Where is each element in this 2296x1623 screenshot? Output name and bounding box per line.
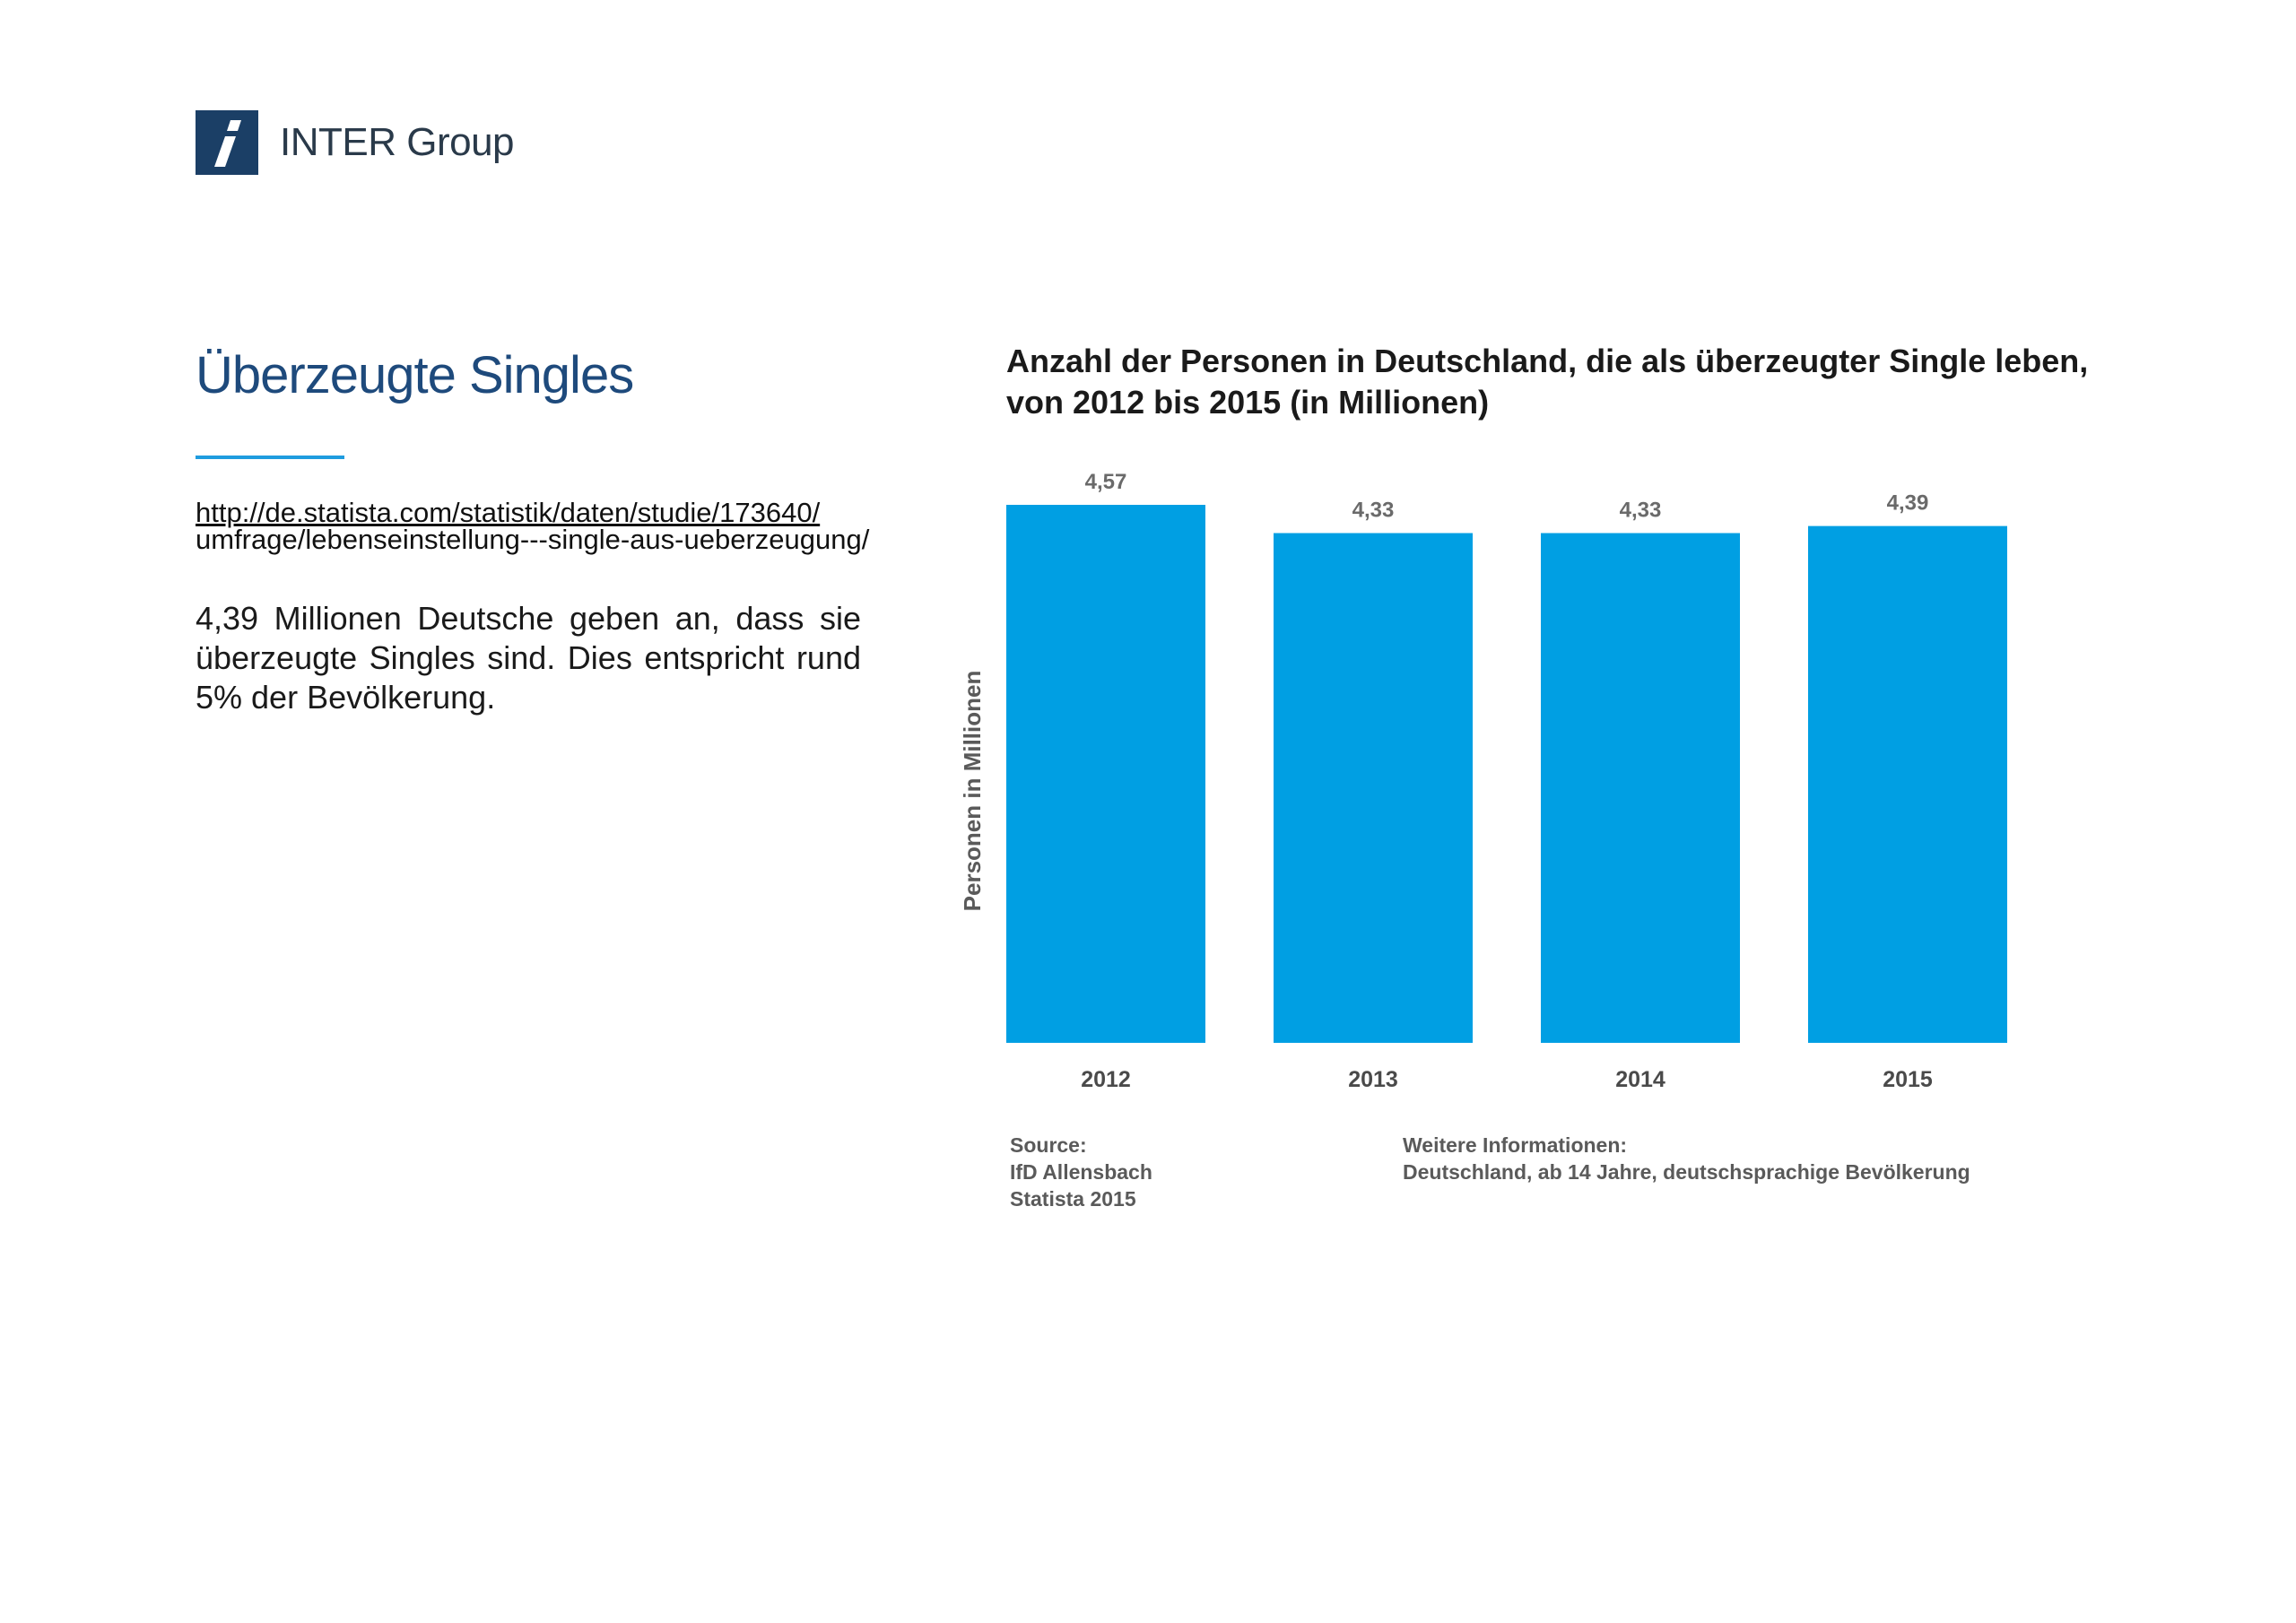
source-link-line-2: umfrage/lebenseinstellung---single-aus-u… (196, 524, 870, 555)
x-tick-2014: 2014 (1615, 1067, 1665, 1092)
chart-source: Source: IfD Allensbach Statista 2015 (1010, 1132, 1152, 1212)
x-tick-2012: 2012 (1081, 1067, 1131, 1092)
source-label: Source: (1010, 1133, 1087, 1157)
bar-2015 (1808, 525, 2007, 1043)
page-title: Überzeugte Singles (196, 346, 634, 404)
italic-i-icon (214, 120, 241, 167)
value-label-2013: 4,33 (1352, 499, 1395, 523)
bar-2013 (1274, 533, 1473, 1043)
value-label-2012: 4,57 (1085, 470, 1127, 494)
value-label-2015: 4,39 (1887, 491, 1929, 516)
bar-2014 (1541, 533, 1740, 1043)
info-text: Deutschland, ab 14 Jahre, deutschsprachi… (1403, 1160, 1970, 1184)
bar-2012 (1006, 505, 1205, 1043)
x-tick-2015: 2015 (1883, 1067, 1933, 1092)
y-axis-label: Personen in Millionen (959, 671, 986, 912)
inter-logo-icon (196, 110, 258, 175)
info-label: Weitere Informationen: (1403, 1133, 1628, 1157)
bar-chart: Personen in Millionen 4,57 2012 4,33 2013 4,… (959, 470, 2007, 1092)
chart-further-info: Weitere Informationen: Deutschland, ab 1… (1403, 1132, 1970, 1185)
source-link-line-1: http://de.statista.com/statistik/daten/s… (196, 497, 821, 528)
source-line-2: Statista 2015 (1010, 1187, 1136, 1211)
value-label-2014: 4,33 (1620, 499, 1662, 523)
brand-logo: INTER Group (196, 110, 515, 175)
brand-name: INTER Group (280, 120, 515, 164)
summary-text: 4,39 Millionen Deutsche geben an, dass s… (196, 600, 861, 716)
x-tick-2013: 2013 (1348, 1067, 1398, 1092)
source-line-1: IfD Allensbach (1010, 1160, 1152, 1184)
chart-title: Anzahl der Personen in Deutschland, die … (1006, 343, 2089, 421)
source-link[interactable]: http://de.statista.com/statistik/daten/s… (196, 499, 877, 553)
title-underline (196, 456, 344, 459)
